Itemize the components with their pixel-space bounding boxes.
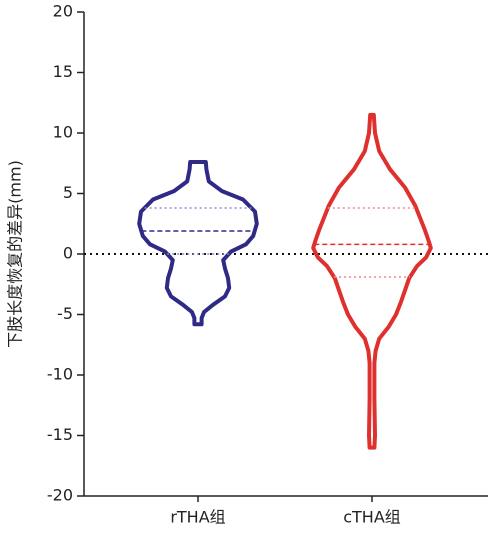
- y-tick-label: -15: [47, 425, 73, 444]
- y-tick-label: -20: [47, 486, 73, 505]
- x-tick-label: rTHA组: [170, 508, 225, 527]
- y-tick-label: 20: [53, 2, 73, 21]
- violin: [137, 160, 259, 327]
- y-axis-label: 下肢长度恢复的差异(mm): [6, 160, 25, 348]
- y-tick-label: 0: [63, 244, 73, 263]
- y-tick-label: -10: [47, 365, 73, 384]
- y-tick-label: 5: [63, 183, 73, 202]
- violin: [311, 112, 433, 450]
- y-tick-label: -5: [57, 304, 73, 323]
- y-tick-label: 15: [53, 62, 73, 81]
- y-tick-label: 10: [53, 123, 73, 142]
- x-tick-label: cTHA组: [343, 508, 401, 527]
